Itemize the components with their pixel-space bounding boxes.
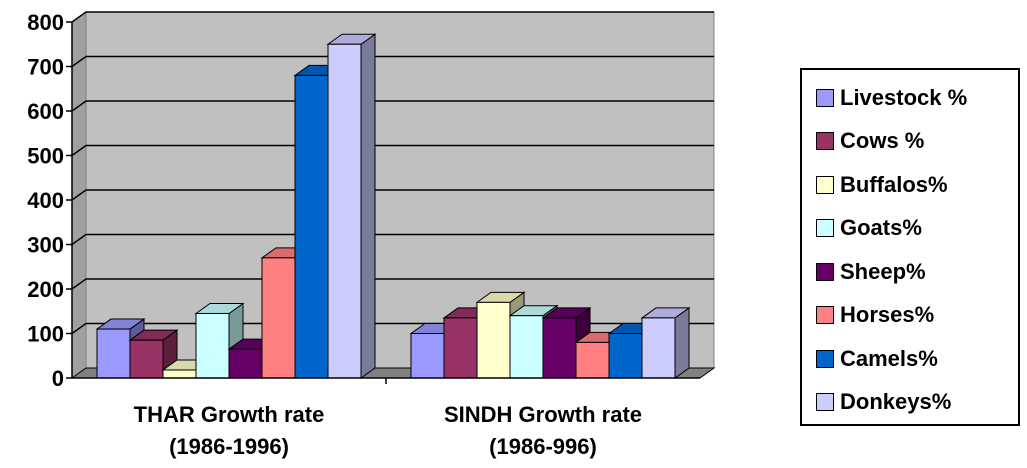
legend-label: Buffalos% xyxy=(840,171,948,197)
legend-item: Buffalos% xyxy=(816,163,1018,207)
legend-item: Livestock % xyxy=(816,76,1018,120)
bar xyxy=(162,369,197,379)
bar xyxy=(129,339,164,379)
legend-label: Livestock % xyxy=(840,84,968,110)
gridline xyxy=(71,278,714,290)
legend-item: Cows % xyxy=(816,120,1018,164)
legend-label: Camels% xyxy=(840,345,938,371)
bar xyxy=(261,257,296,379)
y-tick-label: 300 xyxy=(27,233,64,258)
gridline xyxy=(71,189,714,201)
y-tick-label: 100 xyxy=(27,322,64,347)
bar xyxy=(575,341,610,379)
bar-side xyxy=(360,33,376,379)
bar xyxy=(509,315,544,379)
bar xyxy=(195,312,230,379)
y-tick-label: 600 xyxy=(27,99,64,124)
gridline xyxy=(71,233,714,246)
legend-swatch xyxy=(816,175,834,194)
bar xyxy=(228,348,263,379)
y-tick-label: 400 xyxy=(27,188,64,213)
x-category-label: (1986-996) xyxy=(489,434,597,459)
bar xyxy=(443,317,478,379)
y-tick-label: 0 xyxy=(52,366,64,391)
legend-item: Donkeys% xyxy=(816,381,1018,425)
bar xyxy=(476,301,511,379)
legend-item: Goats% xyxy=(816,207,1018,251)
legend-swatch xyxy=(816,132,834,151)
gridline xyxy=(71,144,714,157)
legend-swatch xyxy=(816,88,834,107)
legend-item: Horses% xyxy=(816,294,1018,338)
legend-swatch xyxy=(816,393,834,412)
legend-label: Sheep% xyxy=(840,258,926,284)
x-category-label: THAR Growth rate xyxy=(134,402,325,427)
x-category-label: (1986-1996) xyxy=(169,434,289,459)
y-tick-label: 800 xyxy=(27,10,64,35)
bar xyxy=(542,317,577,379)
y-tick-label: 700 xyxy=(27,55,64,80)
bar xyxy=(327,43,362,379)
bar xyxy=(410,333,445,379)
gridline xyxy=(71,11,714,23)
bar xyxy=(294,74,329,379)
bar xyxy=(608,333,643,379)
legend-label: Goats% xyxy=(840,215,922,241)
gridline xyxy=(71,100,714,112)
gridline xyxy=(71,55,714,68)
legend-label: Horses% xyxy=(840,302,935,328)
legend-label: Donkeys% xyxy=(840,389,952,415)
bar xyxy=(96,328,131,379)
legend-swatch xyxy=(816,349,834,368)
legend-swatch xyxy=(816,219,834,238)
legend-swatch xyxy=(816,306,834,325)
legend-label: Cows % xyxy=(840,128,925,154)
legend-item: Sheep% xyxy=(816,250,1018,294)
legend-item: Camels% xyxy=(816,337,1018,381)
bar-side xyxy=(674,306,690,379)
y-tick-label: 500 xyxy=(27,144,64,169)
legend: Livestock % Cows % Buffalos% Goats% Sheep% Ho… xyxy=(800,68,1020,426)
legend-swatch xyxy=(816,262,834,281)
bar xyxy=(641,317,676,379)
y-tick-label: 200 xyxy=(27,277,64,302)
x-category-label: SINDH Growth rate xyxy=(444,402,642,427)
